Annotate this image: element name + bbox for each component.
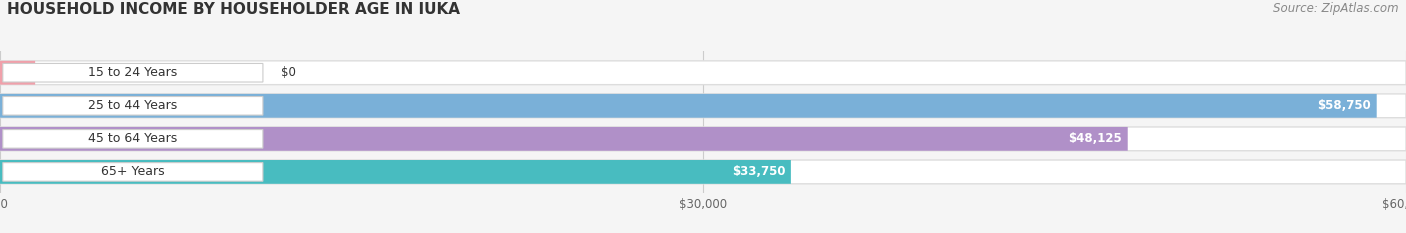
Text: $58,750: $58,750	[1317, 99, 1371, 112]
Text: 25 to 44 Years: 25 to 44 Years	[89, 99, 177, 112]
Text: $48,125: $48,125	[1069, 132, 1122, 145]
Text: 65+ Years: 65+ Years	[101, 165, 165, 178]
FancyBboxPatch shape	[0, 127, 1128, 151]
Text: HOUSEHOLD INCOME BY HOUSEHOLDER AGE IN IUKA: HOUSEHOLD INCOME BY HOUSEHOLDER AGE IN I…	[7, 2, 460, 17]
FancyBboxPatch shape	[0, 160, 1406, 184]
Text: $33,750: $33,750	[731, 165, 785, 178]
FancyBboxPatch shape	[3, 163, 263, 181]
Text: Source: ZipAtlas.com: Source: ZipAtlas.com	[1274, 2, 1399, 15]
FancyBboxPatch shape	[0, 127, 1406, 151]
FancyBboxPatch shape	[0, 160, 790, 184]
FancyBboxPatch shape	[3, 96, 263, 115]
Text: 15 to 24 Years: 15 to 24 Years	[89, 66, 177, 79]
FancyBboxPatch shape	[0, 94, 1406, 118]
FancyBboxPatch shape	[3, 130, 263, 148]
FancyBboxPatch shape	[0, 61, 35, 85]
FancyBboxPatch shape	[0, 94, 1376, 118]
Text: 45 to 64 Years: 45 to 64 Years	[89, 132, 177, 145]
Text: $0: $0	[281, 66, 297, 79]
FancyBboxPatch shape	[0, 61, 1406, 85]
FancyBboxPatch shape	[3, 63, 263, 82]
